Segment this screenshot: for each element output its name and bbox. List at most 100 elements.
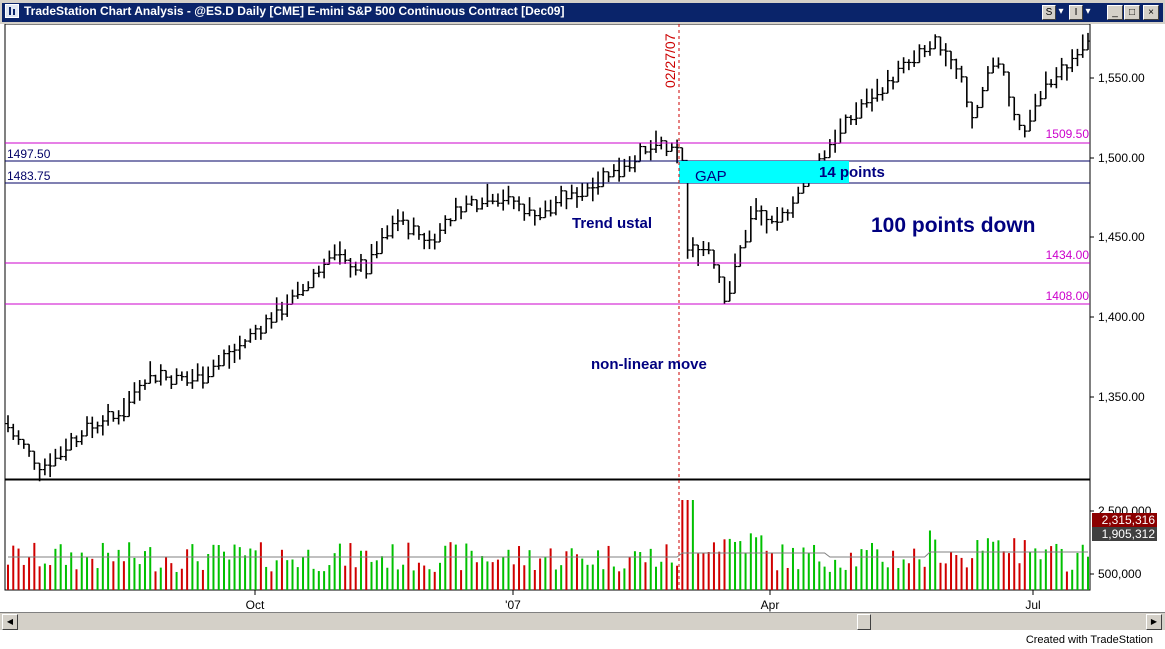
volume-bars xyxy=(7,500,1089,590)
gap-zone xyxy=(679,161,849,183)
price-bar xyxy=(642,145,648,155)
price-bar xyxy=(1038,90,1044,107)
price-bar xyxy=(895,60,901,83)
price-bar xyxy=(563,190,569,210)
non-linear-label: non-linear move xyxy=(591,356,707,373)
price-bar xyxy=(500,189,506,211)
price-bar xyxy=(637,143,643,163)
window-title: TradeStation Chart Analysis - @ES.D Dail… xyxy=(24,4,565,18)
price-bar xyxy=(147,361,153,384)
price-bar xyxy=(68,432,74,451)
price-bar xyxy=(453,197,459,222)
price-bar xyxy=(1027,109,1033,132)
price-bar xyxy=(279,301,285,321)
price-bar xyxy=(84,416,90,437)
price-bar xyxy=(311,268,317,289)
price-bar xyxy=(416,225,422,240)
price-bar xyxy=(1069,49,1075,73)
horizontal-scrollbar[interactable]: ◀ ▶ xyxy=(0,612,1165,630)
scroll-left-arrow[interactable]: ◀ xyxy=(2,614,18,630)
price-bar xyxy=(1043,71,1049,100)
price-bar xyxy=(937,36,943,56)
price-bar xyxy=(37,462,43,482)
price-bar xyxy=(384,225,390,240)
price-bar xyxy=(95,421,101,434)
price-bar xyxy=(442,215,448,234)
price-bar xyxy=(774,207,780,231)
price-bar xyxy=(274,297,280,323)
price-bar xyxy=(1048,79,1054,88)
price-bar xyxy=(263,314,269,334)
price-bar xyxy=(922,45,928,58)
price-bar xyxy=(627,156,633,172)
price-bar xyxy=(210,359,216,378)
s-dropdown-icon[interactable]: ▾ xyxy=(1058,6,1064,17)
price-bar xyxy=(1011,96,1017,121)
price-bar xyxy=(953,58,959,79)
price-bar xyxy=(632,155,638,173)
window-titlebar: TradeStation Chart Analysis - @ES.D Dail… xyxy=(0,0,1165,24)
price-bar xyxy=(890,76,896,90)
price-bar xyxy=(1059,57,1065,81)
price-bar xyxy=(674,139,680,164)
price-bar xyxy=(142,379,148,390)
price-bar xyxy=(79,430,85,445)
price-bar xyxy=(131,382,137,405)
i-button[interactable]: I xyxy=(1069,5,1083,20)
maximize-button[interactable]: □ xyxy=(1124,5,1140,20)
tradestation-app-icon[interactable] xyxy=(5,4,19,18)
price-bar xyxy=(964,76,970,108)
price-bar xyxy=(748,206,754,243)
price-bar xyxy=(585,183,591,197)
scroll-right-arrow[interactable]: ▶ xyxy=(1146,614,1162,630)
price-bar xyxy=(200,366,206,389)
price-bars xyxy=(5,32,1091,482)
gap-label: GAP xyxy=(695,168,727,185)
price-bar xyxy=(400,211,406,225)
time-tick-jul: Jul xyxy=(1025,598,1040,612)
price-bar xyxy=(469,195,475,206)
time-tick-oct: Oct xyxy=(246,598,265,612)
price-bar xyxy=(732,253,738,294)
scroll-thumb[interactable] xyxy=(857,614,871,630)
price-bar xyxy=(316,265,322,278)
price-bar xyxy=(1006,71,1012,107)
price-bar xyxy=(432,233,438,250)
price-bar xyxy=(126,391,132,418)
trend-label: Trend ustal xyxy=(572,215,652,232)
price-bar xyxy=(237,335,243,360)
time-tick-07: '07 xyxy=(505,598,521,612)
chart-area[interactable]: 02/27/07 1497.50 1483.75 1509.50 1434.00… xyxy=(0,23,1165,617)
volume-pane[interactable] xyxy=(4,479,1091,591)
price-bar xyxy=(901,57,907,74)
price-bar xyxy=(516,196,522,212)
price-bar xyxy=(532,209,538,226)
price-bar xyxy=(374,241,380,259)
i-dropdown-icon[interactable]: ▾ xyxy=(1085,6,1091,17)
price-bar xyxy=(1074,48,1080,67)
price-bar xyxy=(421,232,427,250)
price-bar xyxy=(511,196,517,210)
s-button[interactable]: S xyxy=(1042,5,1056,20)
price-bar xyxy=(58,446,64,460)
price-bar xyxy=(47,453,53,478)
price-bar xyxy=(253,324,259,340)
price-bar xyxy=(105,403,111,426)
price-bar xyxy=(700,240,706,257)
level-label-1408: 1408.00 xyxy=(1046,289,1090,303)
price-bar xyxy=(858,99,864,119)
price-bar xyxy=(268,312,274,329)
price-bar xyxy=(985,66,991,92)
price-bar xyxy=(326,250,332,265)
price-bar xyxy=(63,438,69,461)
price-bar xyxy=(411,217,417,236)
price-bar xyxy=(822,150,828,161)
price-bar xyxy=(300,283,306,296)
price-bar xyxy=(716,264,722,283)
price-pane[interactable] xyxy=(4,23,1091,480)
price-bar xyxy=(89,416,95,439)
chart-svg[interactable]: 02/27/07 1497.50 1483.75 1509.50 1434.00… xyxy=(0,23,1165,617)
price-bar xyxy=(711,249,717,269)
minimize-button[interactable]: _ xyxy=(1107,5,1123,20)
close-button[interactable]: × xyxy=(1143,5,1159,20)
